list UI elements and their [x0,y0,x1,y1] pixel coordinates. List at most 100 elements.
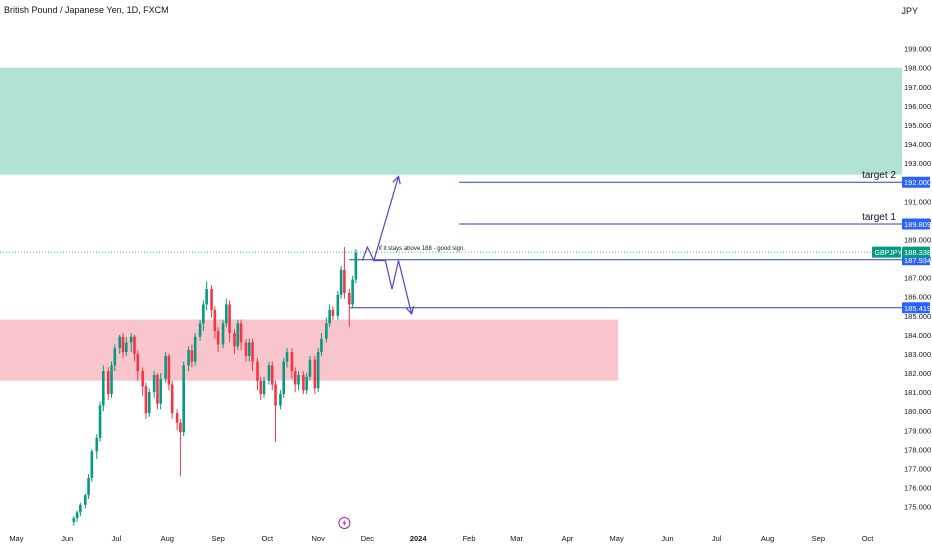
x-tick-label: Nov [311,534,325,543]
y-tick-label: 179.000 [904,426,931,435]
y-tick-label: 193.000 [904,159,931,168]
candle-body [95,437,99,452]
x-tick-label: Feb [463,534,476,543]
bear-path-arrowhead [405,306,415,316]
candle-body [202,304,205,324]
symbol-badge [872,246,901,258]
candle-body [182,365,185,433]
annotation-text: if it stays above 188 - good sign. [379,246,465,252]
candle-body [175,413,179,423]
candle-body [228,304,231,333]
current-price-text: 188.338 [904,248,931,257]
candle-body [144,386,148,414]
y-tick-label: 195.000 [904,121,931,130]
y-tick-label: 175.000 [904,503,931,512]
candle-body [262,380,266,395]
candle-body [270,365,274,385]
candle-body [274,384,277,406]
y-tick-label: 178.000 [904,445,931,454]
x-tick-label: Aug [161,534,174,543]
y-tick-label: 181.000 [904,388,931,397]
candle-body [239,323,243,343]
candle-body [167,355,171,385]
candle-body [354,252,358,280]
y-tick-label: 184.000 [904,331,931,340]
candle-body [336,294,340,316]
entry-level-price-text: 187.934 [904,256,931,265]
candle-body [193,336,197,362]
stop-level-price-text: 185.419 [904,304,931,313]
x-tick-label: Sep [211,534,224,543]
candle-body [316,352,320,389]
candle-body [110,365,113,395]
lightning-icon-glyph [342,519,347,527]
x-tick-label: 2024 [410,534,428,543]
candle-body [210,289,213,311]
bear-path [373,259,413,315]
candle-body [152,374,156,393]
candle-body [124,342,128,353]
y-tick-label: 197.000 [904,83,931,92]
x-tick-label: Dec [361,534,375,543]
currency-label[interactable]: JPY [901,6,918,16]
candle-body [179,422,182,433]
candle-body [279,394,282,406]
candle-body [102,371,105,406]
y-tick-label: 191.000 [904,197,931,206]
candle-body [213,310,217,332]
x-tick-label: Apr [562,534,574,543]
candle-body [205,289,208,305]
candle-body [331,310,335,316]
candle-body [285,352,289,362]
candle-body [106,371,110,395]
candle-body [313,359,317,389]
target-2-price-badge [902,176,930,188]
candle-body [305,376,308,391]
candle-body [308,359,312,377]
y-tick-label: 189.000 [904,235,931,244]
candle-body [251,342,254,362]
candle-body [79,504,82,513]
candle-body [290,352,294,372]
candle-body [293,371,297,385]
candle-body [187,350,190,366]
candle-body [282,361,286,395]
target-1-label: target 1 [862,212,896,223]
x-tick-label: Mar [510,534,523,543]
candle-body [136,353,140,372]
target-1-price-badge [902,218,930,230]
candle-body [129,336,133,343]
candle-body [259,380,263,395]
x-tick-label: May [610,534,624,543]
bull-path [361,176,400,263]
target-1-price-text: 189.809 [904,220,931,229]
y-tick-label: 182.000 [904,369,931,378]
candle-body [141,371,144,387]
candle-body [118,336,122,349]
candle-body [156,374,159,404]
candle-body [190,350,194,362]
supply-zone [0,67,902,175]
x-tick-label: Jul [112,534,122,543]
candle-body [216,331,220,345]
candle-body [170,384,174,414]
candle-body [325,323,328,339]
x-tick-label: Sep [812,534,825,543]
candle-body [121,336,125,353]
candle-body [297,374,300,385]
candle-body [256,361,259,381]
y-tick-label: 187.000 [904,274,931,283]
y-tick-label: 186.000 [904,293,931,302]
candle-body [133,336,136,354]
candle-body [267,365,271,381]
x-tick-label: Jun [61,534,73,543]
symbol-badge-text: GBPJPY [875,250,903,257]
candle-body [87,478,90,496]
candle-body [343,270,346,293]
candle-body [90,451,94,479]
candle-body [164,355,167,379]
candle-body [244,342,248,356]
candle-body [233,332,236,347]
x-tick-label: May [9,534,23,543]
